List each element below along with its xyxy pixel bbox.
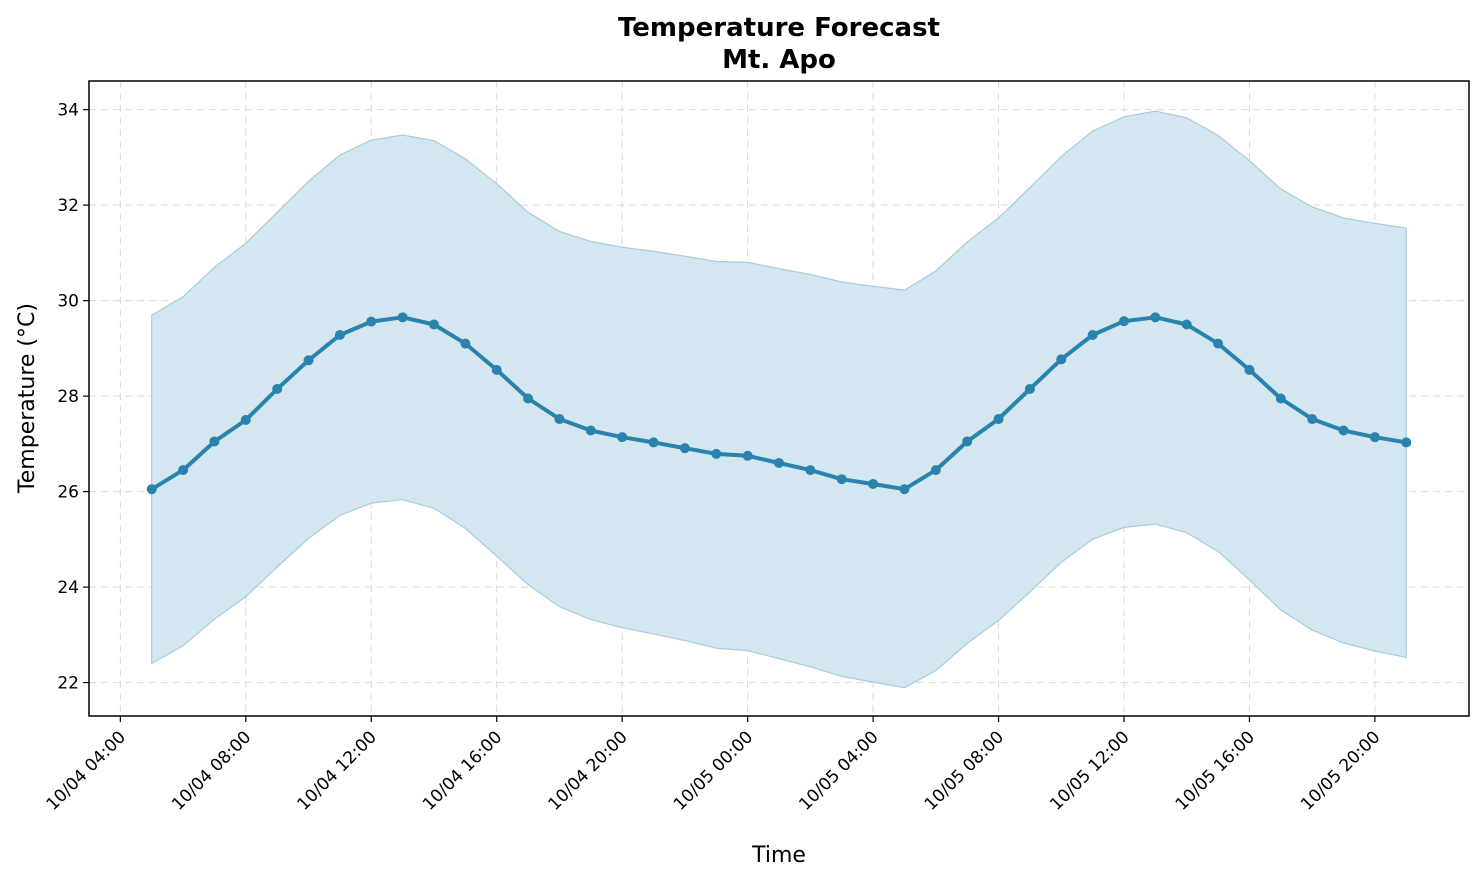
data-point bbox=[460, 338, 471, 349]
data-point bbox=[397, 312, 408, 323]
data-point bbox=[272, 383, 283, 394]
data-point bbox=[1338, 425, 1349, 436]
y-axis-label: Temperature (°C) bbox=[15, 303, 40, 494]
confidence-band bbox=[151, 110, 1407, 689]
data-point bbox=[146, 484, 157, 495]
data-point bbox=[1119, 316, 1129, 327]
data-point bbox=[836, 474, 847, 485]
x-tick-label: 10/05 20:00 bbox=[1297, 727, 1384, 814]
chart-title: Temperature Forecast bbox=[618, 13, 940, 43]
y-tick-label: 22 bbox=[57, 674, 79, 694]
x-tick-label: 10/05 16:00 bbox=[1172, 727, 1259, 814]
plot-frame bbox=[88, 80, 1470, 717]
data-point bbox=[1401, 437, 1412, 448]
chart-subtitle: Mt. Apo bbox=[722, 45, 836, 75]
x-tick-label: 10/04 08:00 bbox=[168, 727, 255, 814]
y-tick-label: 34 bbox=[57, 101, 79, 121]
y-tick-label: 28 bbox=[57, 387, 79, 407]
y-axis-ticks: 22 24 26 28 30 32 34 bbox=[57, 101, 89, 694]
data-point bbox=[178, 465, 189, 476]
data-point bbox=[993, 414, 1004, 425]
data-point bbox=[585, 425, 596, 436]
data-point bbox=[366, 316, 377, 327]
data-point bbox=[899, 484, 910, 495]
data-point bbox=[554, 414, 565, 425]
y-tick-label: 24 bbox=[57, 578, 79, 598]
data-point bbox=[334, 330, 345, 340]
data-point bbox=[742, 450, 753, 461]
data-point bbox=[1275, 393, 1286, 404]
data-point bbox=[805, 465, 816, 476]
x-tick-label: 10/04 04:00 bbox=[43, 727, 130, 814]
data-point bbox=[711, 448, 722, 459]
data-point bbox=[1056, 354, 1067, 365]
x-tick-label: 10/05 12:00 bbox=[1046, 727, 1133, 814]
data-points bbox=[146, 312, 1412, 495]
data-point bbox=[1181, 319, 1192, 330]
x-axis-ticks: 10/04 04:00 10/04 08:00 10/04 12:00 10/04 1… bbox=[43, 716, 1384, 815]
confidence-band-area bbox=[151, 110, 1407, 689]
data-point bbox=[868, 478, 879, 489]
data-point bbox=[303, 355, 314, 366]
y-tick-label: 30 bbox=[57, 292, 79, 312]
data-point bbox=[1213, 338, 1224, 349]
data-point bbox=[1307, 414, 1318, 425]
data-point bbox=[1087, 330, 1098, 340]
x-tick-label: 10/05 04:00 bbox=[795, 727, 882, 814]
x-tick-label: 10/05 08:00 bbox=[921, 727, 1008, 814]
data-point bbox=[679, 443, 690, 454]
data-point bbox=[962, 436, 973, 447]
data-point bbox=[240, 414, 251, 425]
data-point bbox=[209, 436, 220, 447]
data-point bbox=[523, 393, 534, 404]
data-point bbox=[617, 432, 628, 443]
x-tick-label: 10/04 20:00 bbox=[544, 727, 631, 814]
x-tick-label: 10/05 00:00 bbox=[670, 727, 757, 814]
data-point bbox=[930, 465, 941, 476]
y-tick-label: 32 bbox=[57, 196, 79, 216]
data-point bbox=[1024, 383, 1035, 394]
data-point bbox=[429, 319, 439, 330]
y-tick-label: 26 bbox=[57, 483, 79, 503]
data-point bbox=[1150, 312, 1161, 323]
x-tick-label: 10/04 12:00 bbox=[294, 727, 381, 814]
data-point bbox=[491, 364, 502, 375]
data-point bbox=[1369, 432, 1380, 443]
x-tick-label: 10/04 16:00 bbox=[419, 727, 506, 814]
data-point bbox=[1244, 364, 1255, 375]
x-axis-label: Time bbox=[751, 843, 806, 868]
data-point bbox=[648, 437, 659, 448]
data-point bbox=[774, 457, 784, 468]
